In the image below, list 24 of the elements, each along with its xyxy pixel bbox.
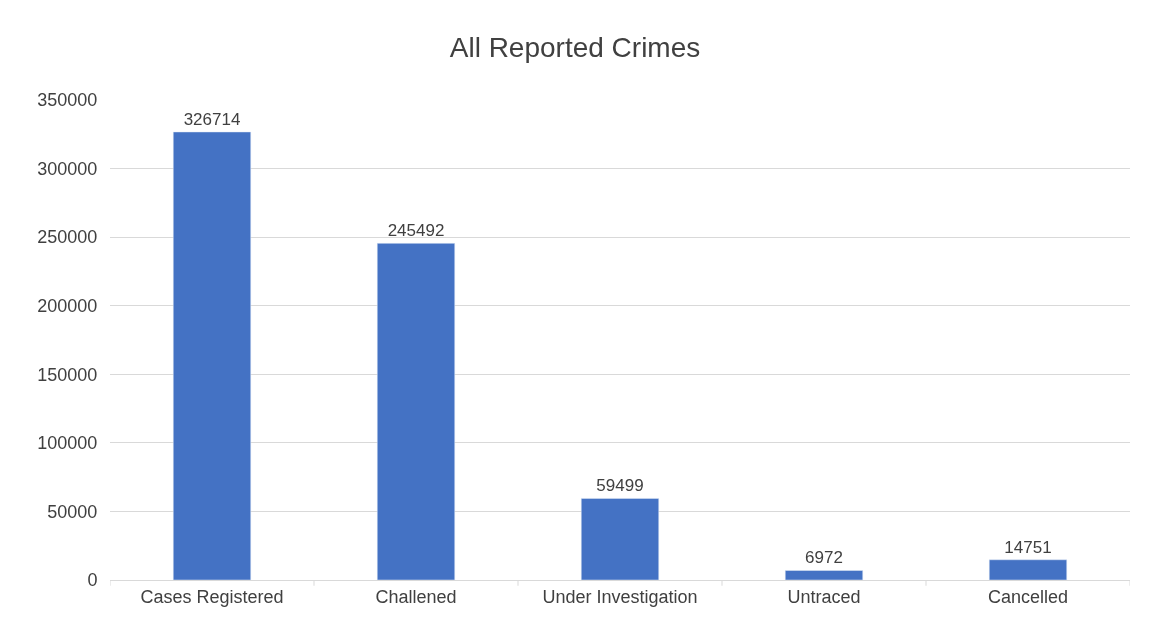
bar bbox=[988, 559, 1068, 580]
y-tick-label: 200000 bbox=[37, 296, 98, 317]
y-tick-label: 350000 bbox=[37, 90, 98, 111]
bar bbox=[580, 498, 660, 580]
y-tick-label: 50000 bbox=[47, 501, 98, 522]
x-tick-label: Challened bbox=[375, 586, 457, 607]
x-tick-label: Cancelled bbox=[987, 586, 1069, 607]
data-label: 245492 bbox=[387, 221, 445, 241]
y-tick-label: 150000 bbox=[37, 364, 98, 385]
bar bbox=[172, 131, 252, 580]
y-tick-label: 0 bbox=[87, 570, 98, 591]
bar bbox=[376, 243, 456, 580]
data-label: 14751 bbox=[1004, 537, 1052, 557]
y-tick-label: 100000 bbox=[37, 433, 98, 454]
x-tick-label: Under Investigation bbox=[542, 586, 698, 607]
data-label: 6972 bbox=[805, 548, 843, 568]
x-tick-label: Cases Registered bbox=[140, 586, 284, 607]
bar bbox=[784, 570, 864, 580]
x-tick-label: Untraced bbox=[787, 586, 861, 607]
y-tick-label: 300000 bbox=[37, 158, 98, 179]
y-tick-label: 250000 bbox=[37, 227, 98, 248]
data-label: 326714 bbox=[183, 109, 241, 129]
data-label: 59499 bbox=[596, 476, 644, 496]
chart-title: All Reported Crimes bbox=[449, 32, 701, 64]
